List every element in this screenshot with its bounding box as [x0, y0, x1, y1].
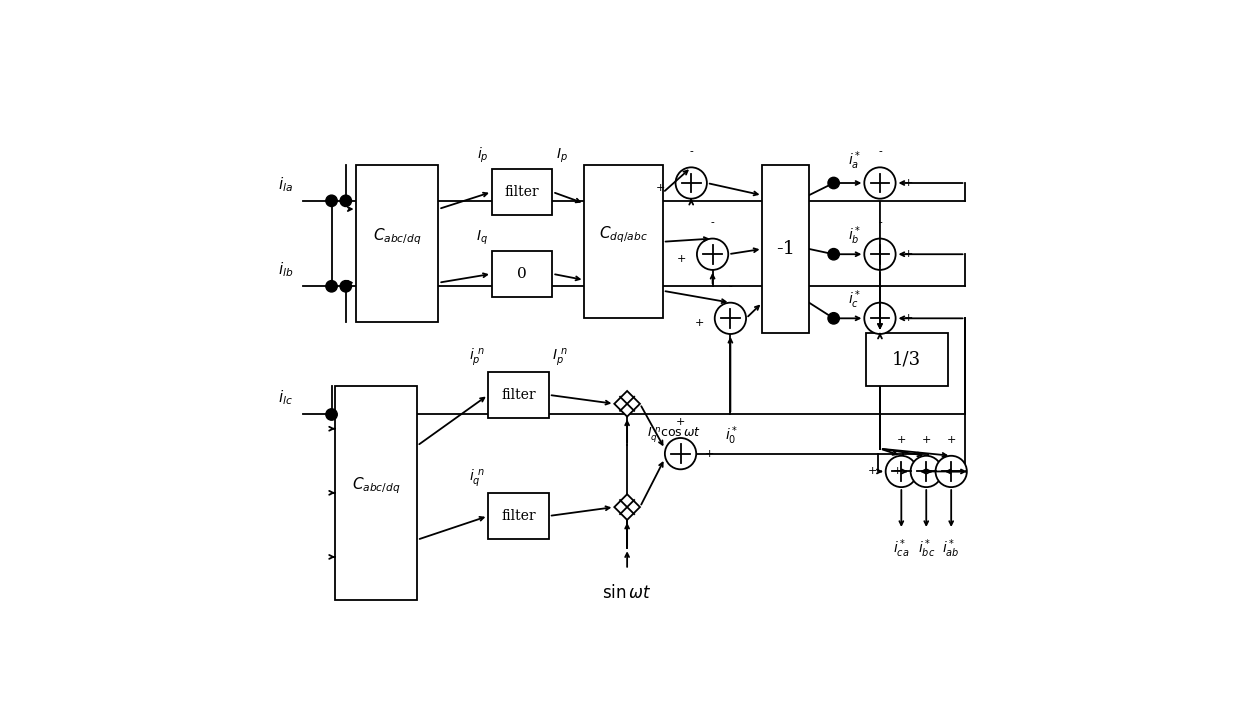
Text: $i_0^*$: $i_0^*$ — [724, 424, 738, 447]
Circle shape — [935, 455, 967, 487]
Text: $i_{bc}^*$: $i_{bc}^*$ — [918, 537, 935, 560]
Text: $i_{lb}$: $i_{lb}$ — [278, 260, 294, 279]
Bar — [492, 251, 552, 297]
Circle shape — [828, 249, 839, 260]
Text: filter: filter — [505, 185, 539, 199]
Text: filter: filter — [501, 509, 536, 523]
Bar — [489, 372, 549, 418]
Text: 1/3: 1/3 — [892, 350, 921, 368]
Text: -: - — [729, 282, 733, 292]
Bar — [492, 169, 552, 215]
Text: $I_p$: $I_p$ — [556, 147, 568, 165]
Text: +: + — [904, 250, 914, 260]
Bar — [356, 165, 439, 322]
Text: $i_b^*$: $i_b^*$ — [848, 225, 862, 247]
Text: +: + — [946, 435, 956, 445]
Text: $C_{abc/dq}$: $C_{abc/dq}$ — [373, 226, 422, 247]
Circle shape — [340, 280, 351, 292]
Text: -1: -1 — [776, 240, 795, 258]
Bar — [866, 332, 947, 386]
Text: +: + — [677, 254, 686, 264]
Bar — [489, 493, 549, 539]
Bar — [335, 386, 417, 600]
Text: $I_q$: $I_q$ — [476, 229, 489, 247]
Text: $i_q^{\ n}$: $i_q^{\ n}$ — [469, 468, 485, 489]
Text: -: - — [878, 218, 882, 228]
Circle shape — [910, 455, 942, 487]
Circle shape — [697, 239, 728, 270]
Polygon shape — [614, 494, 640, 520]
Text: $i_c^*$: $i_c^*$ — [848, 289, 862, 311]
Text: +: + — [921, 435, 931, 445]
Text: $i_{ab}^*$: $i_{ab}^*$ — [942, 537, 960, 560]
Text: -: - — [878, 147, 882, 157]
Text: +: + — [694, 318, 704, 328]
Text: -: - — [924, 466, 928, 476]
Text: +: + — [897, 435, 906, 445]
Polygon shape — [614, 391, 640, 417]
Circle shape — [864, 167, 895, 199]
Text: +: + — [868, 466, 877, 476]
Text: +: + — [904, 313, 914, 323]
Text: $i_{la}$: $i_{la}$ — [278, 175, 293, 194]
Circle shape — [864, 239, 895, 270]
Bar — [763, 165, 808, 332]
Circle shape — [340, 195, 351, 207]
Text: +: + — [893, 466, 901, 476]
Text: $i_{ca}^*$: $i_{ca}^*$ — [893, 537, 910, 560]
Circle shape — [326, 280, 337, 292]
Text: $I_q^{\ n}\cos\omega t$: $I_q^{\ n}\cos\omega t$ — [647, 425, 701, 445]
Circle shape — [864, 302, 895, 334]
Bar — [584, 165, 662, 318]
Circle shape — [326, 409, 337, 420]
Text: $\sin\omega t$: $\sin\omega t$ — [603, 584, 652, 602]
Text: $i_p^{\ n}$: $i_p^{\ n}$ — [469, 346, 485, 368]
Text: $I_p^{\ n}$: $I_p^{\ n}$ — [552, 346, 568, 368]
Text: filter: filter — [501, 388, 536, 402]
Circle shape — [714, 302, 746, 334]
Circle shape — [676, 167, 707, 199]
Text: +: + — [656, 183, 665, 193]
Text: -: - — [878, 282, 882, 292]
Text: $C_{abc/dq}$: $C_{abc/dq}$ — [352, 475, 401, 496]
Text: +: + — [904, 178, 914, 188]
Circle shape — [828, 312, 839, 324]
Text: 0: 0 — [517, 267, 527, 281]
Text: +: + — [704, 448, 714, 458]
Text: $C_{dq/abc}$: $C_{dq/abc}$ — [599, 225, 649, 245]
Text: $i_p$: $i_p$ — [476, 146, 489, 165]
Text: $i_{lc}$: $i_{lc}$ — [278, 389, 293, 408]
Circle shape — [885, 455, 918, 487]
Text: -: - — [689, 147, 693, 157]
Circle shape — [828, 177, 839, 189]
Text: +: + — [676, 418, 686, 428]
Circle shape — [326, 195, 337, 207]
Text: $i_a^*$: $i_a^*$ — [848, 149, 862, 172]
Text: -: - — [711, 218, 714, 228]
Circle shape — [665, 438, 696, 469]
